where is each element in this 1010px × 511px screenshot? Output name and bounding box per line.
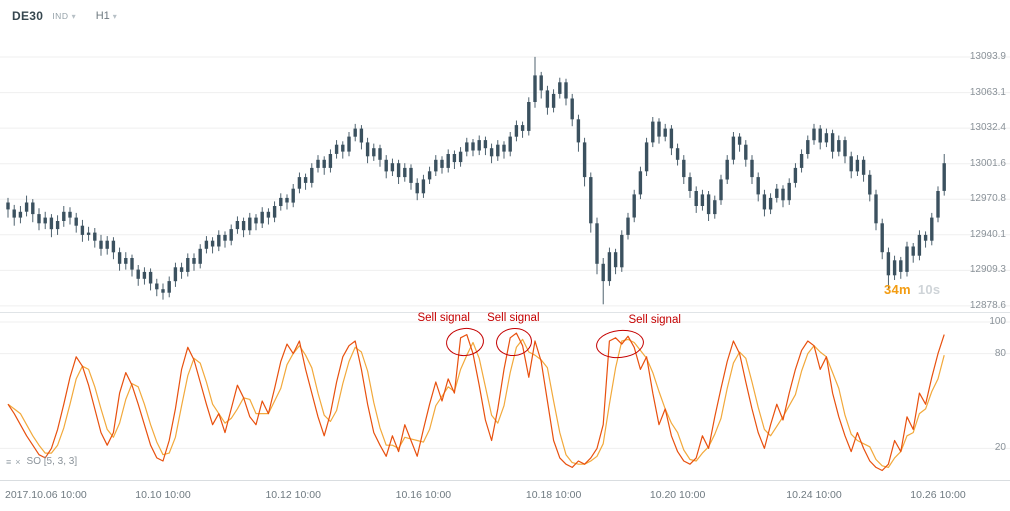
time-axis-label: 10.10 10:00 [135,489,191,501]
timeframe-dropdown[interactable]: H1 ▾ [96,10,117,22]
price-axis-label: 12909.3 [969,264,1006,276]
candle-countdown: 34m 10s [884,282,940,297]
candlestick-series[interactable] [6,56,946,305]
time-axis-label: 10.26 10:00 [910,489,966,501]
chevron-down-icon: ▾ [112,11,117,21]
time-axis-label: 10.20 10:00 [649,489,706,501]
indicator-label: SO [5, 3, 3] [26,456,78,467]
time-axis-label: 10.24 10:00 [786,489,842,501]
timeframe-label: H1 [95,10,110,22]
chevron-down-icon: ▾ [71,11,76,21]
grid-lines [0,56,1010,449]
instrument-type-dropdown[interactable]: IND ▾ [52,11,75,21]
indicator-close-icon[interactable]: × [15,456,21,467]
stochastic-k-line[interactable] [7,332,945,472]
stochastic-d-line[interactable] [7,338,945,468]
countdown-minutes: 34m [884,282,911,297]
price-axis-label: 13001.6 [969,157,1006,169]
sell-signal-label[interactable]: Sell signal [628,313,681,326]
instrument-type-label: IND [52,11,69,21]
time-axis-label: 2017.10.06 10:00 [5,489,87,501]
price-axis-label: 13093.9 [969,51,1006,62]
time-axis-label: 10.18 10:00 [525,489,582,501]
countdown-seconds: 10s [917,282,941,297]
indicator-toolbar: ≡ × SO [5, 3, 3] [6,456,77,467]
symbol-label: DE30 [12,9,44,23]
indicator-settings-icon[interactable]: ≡ [6,456,12,467]
price-axis-label: 13063.1 [969,86,1006,98]
price-axis-label: 12940.1 [969,228,1006,240]
time-axis-label: 10.12 10:00 [265,489,321,501]
sell-signal-label[interactable]: Sell signal [487,312,540,325]
price-axis-label: 12970.8 [969,193,1006,205]
indicator-axis-label: 80 [994,347,1006,359]
time-axis-label: 10.16 10:00 [395,489,452,501]
price-axis-label: 13032.4 [969,122,1006,134]
sell-signal-label[interactable]: Sell signal [417,312,470,325]
price-axis-label: 12878.6 [969,299,1006,311]
indicator-axis-label: 20 [994,442,1006,454]
instrument-header: DE30 IND ▾ H1 ▾ [12,9,117,23]
indicator-axis-label: 100 [989,316,1006,327]
